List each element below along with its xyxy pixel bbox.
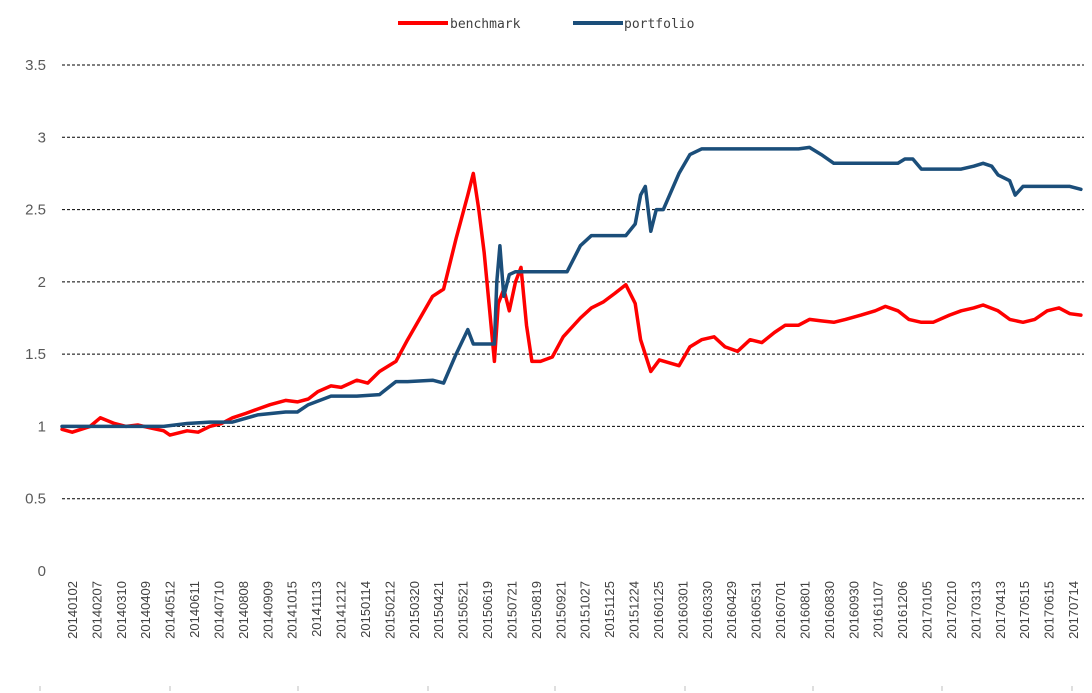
x-tick-label: 20150521	[456, 581, 471, 639]
x-tick-label: 20151125	[602, 581, 617, 638]
x-tick-label: 20161206	[895, 581, 910, 639]
chart-legend: benchmark portfolio	[398, 17, 694, 32]
x-tick-label: 20170313	[968, 581, 983, 639]
x-tick-label: 20141212	[334, 581, 349, 639]
x-tick-label: 20150721	[505, 581, 520, 639]
x-tick-label: 20160301	[675, 581, 690, 639]
x-tick-label: 20160830	[822, 581, 837, 639]
y-tick-label: 0.5	[25, 491, 46, 508]
series-line-portfolio	[60, 145, 1083, 429]
y-tick-label: 2	[38, 274, 46, 291]
x-tick-label: 20150212	[382, 581, 397, 639]
y-tick-label: 0	[38, 563, 46, 580]
x-tick-label: 20141015	[285, 581, 300, 639]
x-tick-label: 20160701	[773, 581, 788, 639]
legend-item-benchmark: benchmark	[398, 17, 521, 32]
x-tick-label: 20150819	[529, 581, 544, 639]
x-tick-label: 20170210	[944, 581, 959, 639]
x-tick-label: 20160801	[797, 581, 812, 639]
y-tick-label: 2.5	[25, 202, 46, 219]
x-tick-label: 20150921	[553, 581, 568, 639]
x-tick-label: 20160330	[700, 581, 715, 639]
y-tick-label: 3.5	[25, 57, 46, 74]
legend-label-benchmark: benchmark	[450, 17, 521, 32]
plot-area	[60, 145, 1083, 437]
legend-item-portfolio: portfolio	[573, 17, 694, 32]
x-tick-label: 20170515	[1017, 581, 1032, 639]
x-tick-label: 20170615	[1042, 581, 1057, 639]
y-tick-label: 3	[38, 129, 46, 146]
x-tick-label: 20140808	[236, 581, 251, 639]
x-tick-label: 20140207	[89, 581, 104, 639]
x-tick-label: 20150421	[431, 581, 446, 639]
x-tick-label: 20140611	[187, 581, 202, 638]
y-tick-label: 1.5	[25, 346, 46, 363]
x-tick-label: 20140710	[212, 581, 227, 639]
x-tick-label: 20140310	[114, 581, 129, 639]
legend-label-portfolio: portfolio	[624, 17, 694, 32]
x-tick-label: 20170714	[1066, 581, 1081, 639]
x-tick-label: 20140909	[260, 581, 275, 639]
y-axis: 0 0.5 1 1.5 2 2.5 3 3.5	[25, 57, 46, 580]
x-tick-label: 20161107	[871, 581, 886, 638]
x-tick-label: 20151224	[627, 581, 642, 639]
x-tick-label: 20151027	[578, 581, 593, 639]
x-tick-label: 20160429	[724, 581, 739, 639]
x-tick-label: 20140409	[138, 581, 153, 639]
x-axis: 20140102 20140207 20140310 20140409 20140512…	[39, 581, 1081, 691]
x-tick-label: 20170105	[920, 581, 935, 639]
x-tick-label: 20170413	[993, 581, 1008, 639]
x-tick-label: 20150619	[480, 581, 495, 639]
gridlines	[62, 64, 1084, 500]
x-tick-label: 20160930	[846, 581, 861, 639]
x-tick-label: 20150320	[407, 581, 422, 639]
x-tick-label: 20160125	[651, 581, 666, 639]
x-tick-label: 20150114	[358, 581, 373, 638]
y-tick-label: 1	[38, 418, 46, 435]
x-tick-label: 20140512	[163, 581, 178, 639]
series-line-benchmark	[60, 171, 1083, 437]
x-tick-label: 20140102	[65, 581, 80, 639]
x-tick-label: 20160531	[749, 581, 764, 639]
x-tick-label: 20141113	[309, 581, 324, 637]
